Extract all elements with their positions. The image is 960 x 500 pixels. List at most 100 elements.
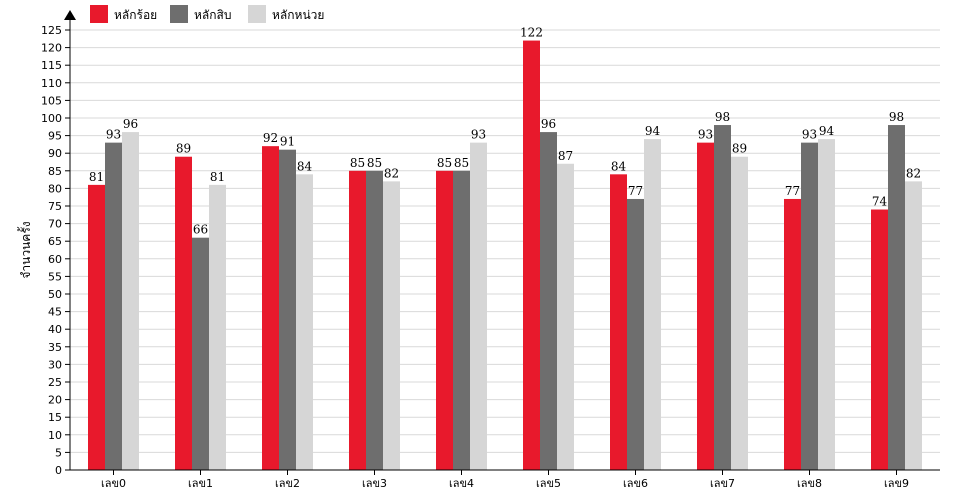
bar [871, 209, 888, 470]
bar [436, 170, 453, 471]
data-label: 89 [732, 142, 747, 156]
y-tick-label: 50 [48, 288, 62, 301]
bar [801, 142, 818, 470]
x-tick-label: เลข4 [449, 477, 474, 490]
y-tick-label: 85 [48, 165, 62, 178]
bar [122, 132, 139, 470]
bar [610, 174, 627, 470]
y-tick-label: 90 [48, 147, 62, 160]
bar [296, 174, 313, 470]
y-axis-arrow [64, 10, 76, 20]
x-tick-label: เลข2 [275, 477, 300, 490]
legend-entry: หลักร้อย [114, 8, 157, 22]
bar [627, 198, 644, 470]
data-label: 82 [384, 166, 399, 180]
y-tick-label: 25 [48, 376, 62, 389]
y-axis-label: จำนวนครั้ง [17, 221, 33, 278]
bar [540, 132, 557, 470]
y-tick-label: 120 [41, 42, 62, 55]
data-label: 84 [297, 159, 313, 173]
data-label: 96 [541, 117, 556, 131]
bar [279, 149, 296, 470]
y-tick-label: 105 [41, 94, 62, 107]
y-tick-label: 65 [48, 235, 62, 248]
legend-swatch [170, 5, 188, 23]
bar [366, 170, 383, 471]
data-label: 81 [89, 170, 104, 184]
y-tick-label: 75 [48, 200, 62, 213]
legend: หลักร้อย หลักสิบ หลักหน่วย [90, 5, 324, 23]
data-label: 91 [280, 135, 295, 149]
y-tick-label: 45 [48, 306, 62, 319]
x-tick-label: เลข0 [101, 477, 126, 490]
data-label: 77 [785, 184, 800, 198]
data-label: 85 [350, 156, 365, 170]
data-label: 85 [437, 156, 452, 170]
x-tick-label: เลข9 [884, 477, 909, 490]
legend-swatch [90, 5, 108, 23]
data-label: 93 [802, 128, 817, 142]
bar [731, 156, 748, 470]
bar [105, 142, 122, 470]
y-tick-label: 55 [48, 270, 62, 283]
legend-swatch [248, 5, 266, 23]
x-tick-label: เลข8 [797, 477, 822, 490]
x-tick-label: เลข6 [623, 477, 648, 490]
y-tick-label: 5 [55, 446, 62, 459]
x-tick-label: เลข3 [362, 477, 387, 490]
bar [697, 142, 714, 470]
y-tick-label: 115 [41, 59, 62, 72]
y-tick-label: 15 [48, 411, 62, 424]
data-label: 74 [872, 195, 888, 209]
bar [784, 198, 801, 470]
y-tick-label: 100 [41, 112, 62, 125]
data-label: 98 [715, 110, 730, 124]
data-label: 93 [698, 128, 713, 142]
bar [818, 139, 835, 470]
y-tick-label: 35 [48, 341, 62, 354]
data-label: 82 [906, 166, 921, 180]
y-tick-label: 60 [48, 253, 62, 266]
y-tick-label: 30 [48, 358, 62, 371]
data-label: 98 [889, 110, 904, 124]
y-tick-label: 70 [48, 218, 62, 231]
data-label: 89 [176, 142, 191, 156]
bar [349, 170, 366, 471]
bar [905, 181, 922, 471]
bar [453, 170, 470, 471]
legend-entry: หลักสิบ [194, 8, 231, 22]
data-label: 85 [367, 156, 382, 170]
y-tick-label: 10 [48, 429, 62, 442]
data-label: 93 [106, 128, 121, 142]
bar [88, 184, 105, 470]
x-tick-label: เลข5 [536, 477, 561, 490]
y-tick-label: 0 [55, 464, 62, 477]
y-tick-label: 80 [48, 182, 62, 195]
bar [714, 125, 731, 470]
y-tick-label: 40 [48, 323, 62, 336]
bar [557, 163, 574, 470]
y-tick-label: 20 [48, 394, 62, 407]
bar [888, 125, 905, 470]
bar [175, 156, 192, 470]
data-label: 66 [193, 223, 208, 237]
bar [470, 142, 487, 470]
bar [262, 146, 279, 470]
data-label: 85 [454, 156, 469, 170]
data-label: 87 [558, 149, 573, 163]
data-label: 81 [210, 170, 225, 184]
data-label: 94 [819, 124, 835, 138]
data-label: 77 [628, 184, 643, 198]
data-label: 93 [471, 128, 486, 142]
legend-entry: หลักหน่วย [272, 8, 324, 22]
data-label: 96 [123, 117, 138, 131]
data-label: 94 [645, 124, 661, 138]
x-tick-label: เลข7 [710, 477, 735, 490]
y-tick-label: 95 [48, 130, 62, 143]
bar [209, 184, 226, 470]
data-label: 84 [611, 159, 627, 173]
data-label: 92 [263, 131, 278, 145]
bar [644, 139, 661, 470]
